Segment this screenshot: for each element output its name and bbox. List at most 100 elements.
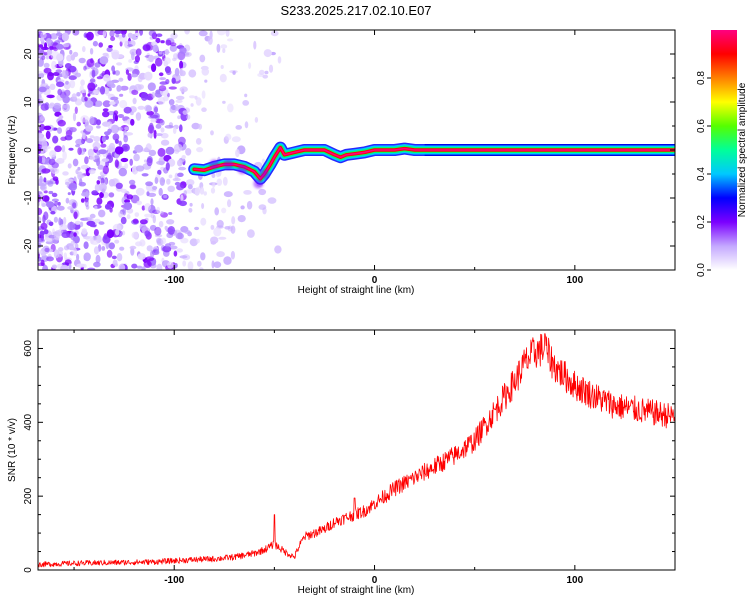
- noise-speck: [133, 153, 140, 162]
- y-tick-label: 10: [23, 96, 34, 108]
- noise-speck: [182, 260, 187, 267]
- noise-speck: [225, 30, 230, 37]
- noise-speck: [69, 49, 73, 55]
- noise-speck: [210, 130, 214, 136]
- noise-speck: [43, 62, 50, 68]
- snr-plot-area: [38, 330, 675, 570]
- noise-speck: [154, 226, 162, 236]
- noise-speck: [68, 147, 74, 151]
- noise-speck: [63, 245, 70, 251]
- noise-speck: [130, 111, 134, 116]
- noise-speck: [114, 138, 119, 144]
- noise-speck: [169, 105, 177, 114]
- noise-speck: [139, 222, 146, 231]
- noise-speck: [128, 59, 133, 63]
- noise-speck: [149, 122, 154, 132]
- noise-speck: [76, 253, 80, 261]
- noise-speck: [194, 226, 200, 231]
- noise-speck: [96, 180, 101, 185]
- noise-speck: [79, 85, 85, 94]
- noise-speck: [45, 130, 51, 140]
- noise-speck: [143, 260, 152, 268]
- noise-speck: [43, 51, 49, 56]
- noise-speck: [98, 149, 107, 155]
- noise-speck: [69, 127, 77, 133]
- noise-speck: [97, 176, 102, 180]
- noise-speck: [175, 99, 183, 104]
- noise-speck: [84, 96, 88, 102]
- noise-speck: [57, 201, 61, 206]
- noise-speck: [106, 80, 115, 88]
- noise-speck: [93, 89, 100, 95]
- noise-speck: [38, 191, 43, 195]
- noise-speck: [227, 199, 232, 208]
- noise-speck: [83, 65, 87, 71]
- noise-speck: [74, 220, 81, 225]
- noise-speck: [148, 54, 155, 63]
- x-tick-label: 0: [372, 275, 378, 286]
- noise-speck: [83, 241, 89, 249]
- noise-speck: [230, 250, 235, 260]
- noise-speck: [135, 165, 145, 172]
- noise-speck: [173, 143, 183, 153]
- noise-speck: [131, 263, 138, 269]
- noise-speck: [158, 72, 164, 77]
- noise-speck: [89, 48, 94, 55]
- noise-speck: [156, 263, 163, 270]
- noise-speck: [98, 182, 107, 192]
- noise-speck: [51, 192, 58, 198]
- noise-speck: [110, 49, 120, 56]
- noise-speck: [118, 211, 124, 218]
- noise-speck: [172, 177, 181, 182]
- noise-speck: [43, 125, 52, 131]
- noise-speck: [96, 119, 101, 126]
- noise-speck: [123, 106, 132, 114]
- noise-speck: [80, 221, 84, 227]
- noise-speck: [165, 243, 172, 248]
- noise-speck: [160, 237, 167, 245]
- noise-speck: [108, 142, 116, 151]
- noise-speck: [56, 32, 63, 36]
- noise-speck: [72, 158, 79, 167]
- noise-speck: [173, 53, 179, 60]
- ridge-blob: [237, 164, 248, 175]
- noise-speck: [190, 103, 194, 107]
- noise-speck: [118, 161, 122, 168]
- noise-speck: [163, 57, 171, 65]
- x-tick-label: 100: [566, 275, 583, 286]
- noise-speck: [40, 222, 48, 230]
- noise-speck: [68, 263, 72, 270]
- noise-speck: [218, 236, 227, 240]
- noise-speck: [112, 133, 120, 141]
- y-tick-label: 0: [23, 567, 34, 573]
- noise-speck: [90, 66, 96, 70]
- noise-speck: [114, 146, 124, 155]
- noise-speck: [39, 185, 46, 190]
- noise-speck: [115, 229, 120, 236]
- noise-speck: [219, 73, 227, 83]
- noise-speck: [75, 169, 79, 175]
- noise-speck: [97, 164, 104, 170]
- noise-speck: [188, 69, 197, 78]
- snr-y-ticks: 0 200 400 600: [23, 329, 675, 573]
- noise-speck: [98, 221, 105, 225]
- noise-speck: [222, 48, 226, 53]
- noise-speck: [80, 115, 89, 123]
- noise-speck: [222, 176, 228, 186]
- noise-speck: [214, 207, 219, 216]
- noise-speck: [240, 205, 245, 210]
- noise-speck: [38, 216, 42, 223]
- noise-speck: [108, 192, 115, 198]
- noise-speck: [244, 121, 249, 129]
- noise-speck: [66, 54, 72, 62]
- noise-speck: [95, 100, 103, 107]
- noise-speck: [92, 40, 98, 47]
- noise-speck: [109, 101, 116, 106]
- noise-speck: [149, 114, 159, 119]
- noise-speck: [86, 138, 94, 144]
- noise-speck: [235, 149, 240, 158]
- noise-speck: [102, 100, 111, 108]
- noise-speck: [62, 43, 70, 48]
- noise-speck: [124, 199, 131, 204]
- noise-speck: [160, 211, 164, 215]
